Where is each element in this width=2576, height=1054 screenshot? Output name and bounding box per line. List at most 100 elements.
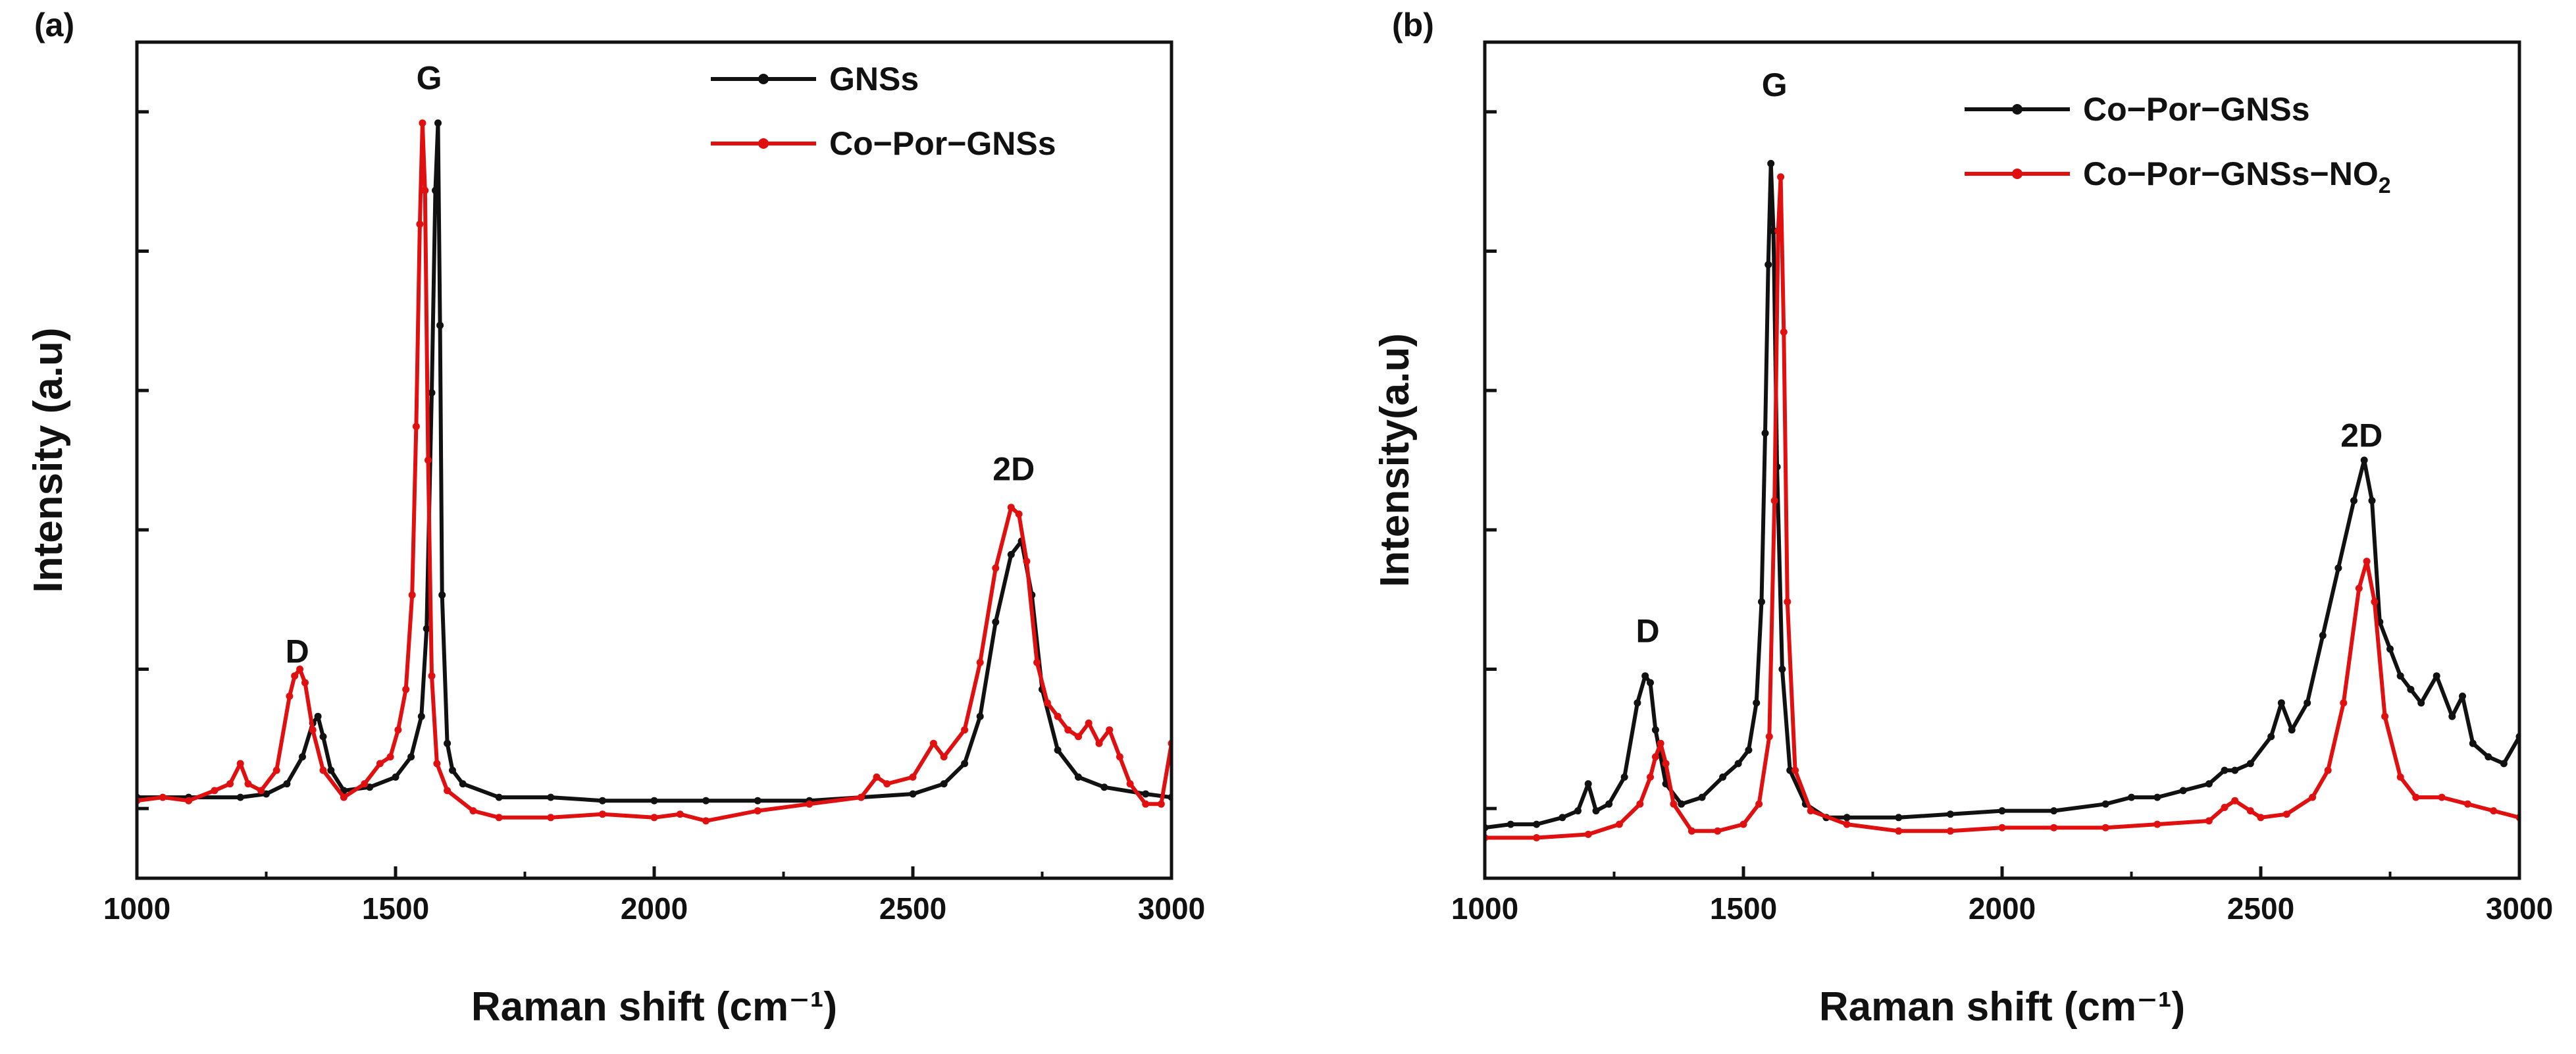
data-point-b-0-44 (2277, 699, 2285, 707)
data-point-b-1-24 (1946, 827, 1954, 835)
data-point-b-0-58 (2448, 712, 2456, 720)
data-point-a-1-35 (676, 810, 684, 818)
series-line-b-1 (1485, 174, 2519, 840)
legend-marker-b-0 (2012, 104, 2022, 115)
data-point-b-0-35 (2101, 800, 2109, 808)
data-point-a-1-11 (296, 666, 304, 673)
data-point-a-1-34 (650, 814, 658, 822)
data-point-b-0-14 (1678, 800, 1686, 808)
x-tick-label-a-1: 1500 (362, 891, 429, 926)
data-point-b-1-7 (1657, 739, 1664, 747)
x-axis-title-a: Raman shift (cm⁻¹) (471, 984, 837, 1030)
data-point-a-0-13 (407, 753, 415, 761)
data-point-b-0-54 (2396, 672, 2404, 680)
data-point-a-0-7 (314, 712, 322, 720)
data-point-b-0-4 (1574, 807, 1582, 815)
data-point-b-0-10 (1641, 672, 1649, 680)
data-point-b-1-38 (2355, 585, 2363, 593)
data-point-a-1-2 (185, 797, 193, 804)
x-tick-label-a-4: 3000 (1138, 891, 1205, 926)
data-point-a-0-11 (366, 783, 374, 791)
data-point-b-0-26 (1778, 666, 1786, 673)
data-point-a-1-16 (361, 780, 369, 788)
data-point-b-1-8 (1662, 760, 1670, 768)
data-point-a-0-37 (1007, 550, 1015, 558)
x-tick-label-a-3: 2500 (879, 891, 946, 926)
data-point-b-0-55 (2407, 685, 2415, 693)
data-point-a-1-29 (444, 787, 451, 795)
data-point-b-0-60 (2469, 739, 2477, 747)
data-point-b-1-19 (1784, 598, 1791, 606)
x-axis-title-a-text: Raman shift (cm⁻¹) (471, 984, 837, 1030)
data-point-a-0-26 (598, 797, 606, 804)
x-axis-title-b-text: Raman shift (cm⁻¹) (1819, 984, 2185, 1030)
data-point-b-1-1 (1533, 834, 1541, 841)
data-point-a-1-55 (1075, 733, 1082, 741)
x-tick-label-b-0: 1000 (1451, 891, 1518, 926)
data-point-a-0-20 (438, 591, 446, 599)
data-point-b-1-40 (2371, 598, 2379, 606)
data-point-a-1-28 (433, 760, 441, 768)
data-point-b-0-53 (2386, 645, 2394, 653)
data-point-a-1-30 (469, 807, 477, 815)
data-point-b-0-32 (1946, 810, 1954, 818)
data-point-b-0-34 (2050, 807, 2058, 815)
peak-label-b-0: D (1636, 613, 1660, 650)
panel-b: (b) 1000 1500 2000 2500 3000 Co−Por−GNSs Co−P… (1372, 7, 2553, 1030)
data-point-b-1-20 (1791, 766, 1799, 774)
data-point-b-0-23 (1767, 159, 1775, 167)
data-point-b-0-16 (1719, 773, 1727, 781)
data-point-b-0-22 (1765, 261, 1772, 269)
data-point-b-0-45 (2288, 726, 2296, 734)
data-point-b-1-4 (1636, 800, 1644, 808)
data-point-a-1-45 (961, 726, 969, 734)
legend-marker-a-1 (758, 138, 769, 149)
data-point-b-1-16 (1774, 227, 1782, 235)
data-point-a-1-60 (1126, 780, 1134, 788)
data-point-b-1-30 (2221, 804, 2228, 811)
data-point-a-0-27 (650, 797, 658, 804)
data-point-b-1-9 (1670, 800, 1678, 808)
data-point-b-1-17 (1777, 173, 1785, 181)
data-point-a-0-5 (299, 753, 306, 761)
data-point-a-0-2 (236, 793, 244, 801)
peak-label-a-2: 2D (992, 451, 1035, 488)
x-tick-label-b-1: 1500 (1710, 891, 1777, 926)
data-point-a-1-19 (394, 726, 402, 734)
data-point-a-0-35 (976, 712, 984, 720)
data-point-b-1-36 (2324, 766, 2332, 774)
data-point-a-0-8 (319, 733, 327, 741)
data-point-a-1-4 (226, 780, 234, 788)
data-point-b-0-6 (1592, 807, 1600, 815)
data-point-b-0-49 (2350, 497, 2357, 504)
data-point-a-1-8 (272, 766, 280, 774)
data-point-b-0-57 (2433, 672, 2440, 680)
data-point-a-1-31 (495, 814, 503, 822)
data-point-a-1-23 (416, 221, 424, 228)
data-point-a-0-25 (547, 793, 555, 801)
data-point-a-0-17 (432, 186, 439, 194)
data-point-b-0-36 (2128, 793, 2135, 801)
data-point-a-1-13 (309, 726, 317, 734)
peak-label-a-0: D (286, 633, 309, 670)
data-point-b-1-15 (1770, 497, 1778, 504)
data-point-b-0-30 (1843, 814, 1851, 822)
data-point-a-1-49 (1015, 510, 1023, 518)
data-point-b-1-22 (1843, 820, 1851, 828)
peak-label-b-2: 2D (2340, 417, 2383, 454)
data-point-a-1-36 (702, 817, 710, 825)
data-point-b-0-3 (1558, 814, 1566, 822)
data-point-a-1-40 (873, 773, 881, 781)
data-point-a-0-29 (754, 797, 761, 804)
panel-label-a: (a) (34, 7, 74, 43)
data-point-b-1-3 (1615, 820, 1623, 828)
data-point-a-0-23 (459, 780, 467, 788)
data-point-a-1-57 (1095, 739, 1103, 747)
data-point-a-0-34 (961, 760, 969, 768)
data-point-a-0-41 (1054, 746, 1062, 754)
data-point-a-1-6 (244, 780, 252, 788)
data-point-b-1-34 (2282, 810, 2290, 818)
data-point-a-1-24 (419, 119, 426, 127)
data-point-a-1-22 (412, 423, 420, 431)
data-point-b-0-21 (1761, 429, 1769, 437)
